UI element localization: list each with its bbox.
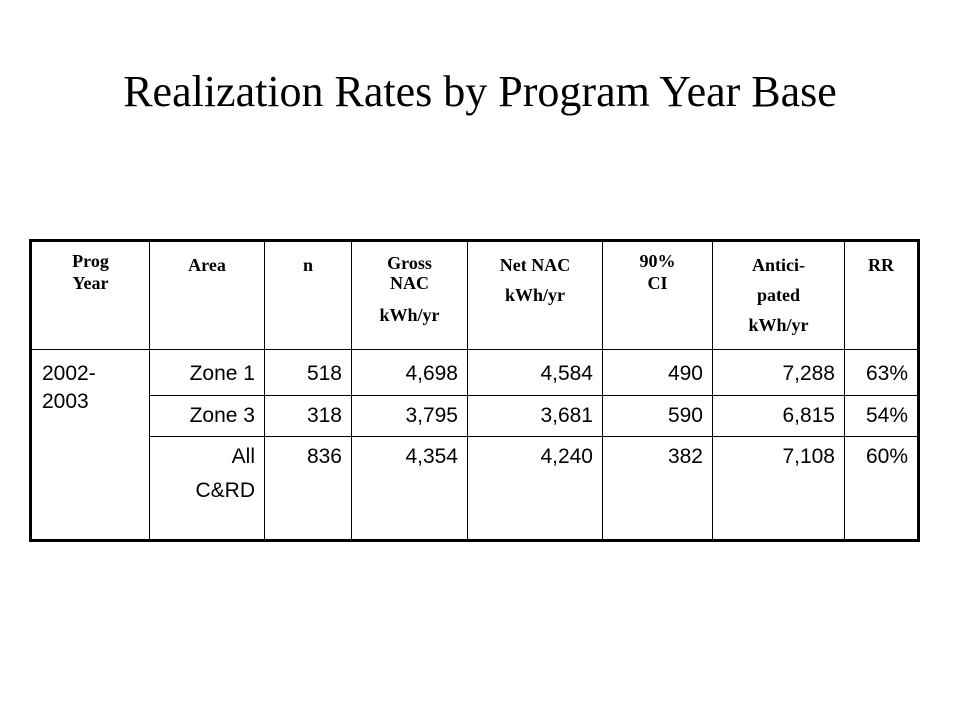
header-n: n (264, 240, 352, 350)
cell-net-nac: 4,584 (467, 349, 603, 396)
header-rr: RR (844, 240, 919, 350)
cell-ci: 382 (602, 436, 713, 541)
cell-prog-year: 2002- 2003 (30, 349, 150, 541)
cell-n: 518 (264, 349, 352, 396)
cell-area: All C&RD (149, 436, 265, 541)
cell-net-nac: 4,240 (467, 436, 603, 541)
header-net-nac: Net NAC kWh/yr (467, 240, 603, 350)
header-gross-nac: Gross NAC kWh/yr (351, 240, 468, 350)
cell-area: Zone 3 (149, 395, 265, 437)
cell-rr: 63% (844, 349, 919, 396)
table-row: 2002- 2003 Zone 1 518 4,698 4,584 490 7,… (30, 349, 919, 541)
header-prog-year: Prog Year (30, 240, 150, 350)
cell-anticipated: 7,288 (712, 349, 845, 396)
table-row: All C&RD 836 4,354 4,240 382 7,108 60% (31, 436, 919, 541)
cell-n: 318 (264, 395, 352, 437)
table-header-row: Prog Year Area n Gross NAC kWh/yr Net NA… (30, 240, 919, 350)
header-90-ci: 90% CI (602, 240, 713, 350)
cell-gross-nac: 4,698 (351, 349, 468, 396)
cell-area: Zone 1 (149, 349, 265, 396)
realization-rates-table: Prog Year Area n Gross NAC kWh/yr Net NA… (29, 239, 920, 542)
cell-rr: 60% (844, 436, 919, 541)
cell-anticipated: 6,815 (712, 395, 845, 437)
cell-rr: 54% (844, 395, 919, 437)
cell-net-nac: 3,681 (467, 395, 603, 437)
cell-n: 836 (264, 436, 352, 541)
header-anticipated: Antici- pated kWh/yr (712, 240, 845, 350)
cell-gross-nac: 4,354 (351, 436, 468, 541)
cell-anticipated: 7,108 (712, 436, 845, 541)
header-area: Area (149, 240, 265, 350)
cell-gross-nac: 3,795 (351, 395, 468, 437)
cell-ci: 490 (602, 349, 713, 396)
slide-title: Realization Rates by Program Year Base (123, 67, 837, 116)
table-row: Zone 3 318 3,795 3,681 590 6,815 54% (31, 395, 919, 437)
cell-ci: 590 (602, 395, 713, 437)
